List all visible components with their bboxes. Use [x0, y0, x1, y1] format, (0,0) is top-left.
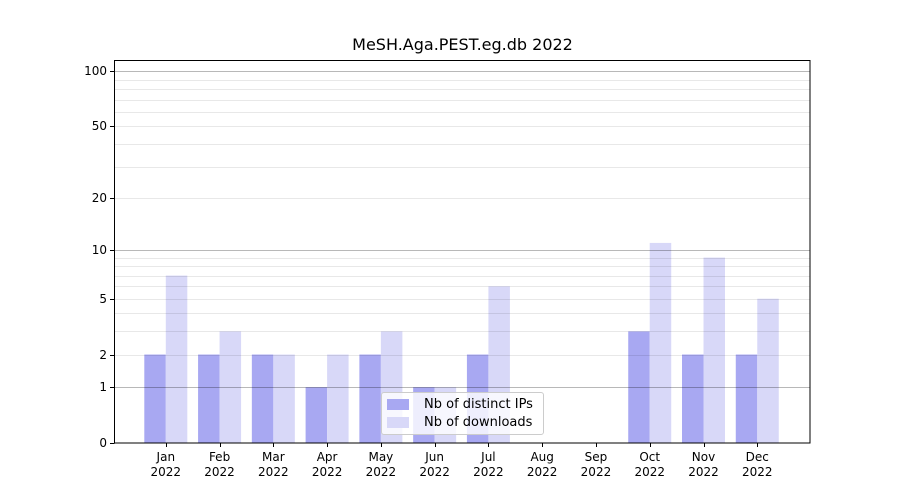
y-tick-label: 0 [99, 436, 107, 450]
x-tick-month: Dec [745, 450, 769, 464]
bar-downloads [327, 354, 349, 443]
x-tick-label: Aug 2022 [512, 450, 572, 480]
y-tick-label: 5 [99, 291, 107, 306]
x-tick-month: Oct [639, 450, 661, 464]
x-tick-year: 2022 [150, 465, 182, 479]
y-tick-label: 1 [99, 380, 107, 395]
bar-distinct-ips [198, 354, 220, 443]
x-tick-label: Dec 2022 [727, 450, 787, 480]
legend-item-downloads: Nb of downloads [387, 414, 537, 430]
x-tick-month: Aug [530, 450, 554, 464]
x-tick-month: Feb [208, 450, 231, 464]
plot-border [114, 60, 811, 444]
x-tick-label: Sep 2022 [566, 450, 626, 480]
bar-downloads [165, 275, 188, 443]
y-tick-label: 50 [91, 119, 107, 134]
x-tick-month: Nov [691, 450, 716, 464]
y-tick-label: 20 [91, 190, 107, 205]
x-tick-year: 2022 [311, 465, 343, 479]
bar-downloads [757, 298, 779, 443]
x-tick-month: Jan [156, 450, 176, 464]
x-tick-year: 2022 [473, 465, 504, 479]
bar-distinct-ips [144, 354, 166, 443]
bar-downloads [273, 354, 295, 443]
y-tick-label: 10 [91, 242, 107, 257]
x-tick-year: 2022 [741, 465, 773, 479]
x-tick-label: Nov 2022 [674, 450, 734, 480]
x-tick-month: Jun [425, 450, 445, 464]
bar-downloads [649, 242, 672, 443]
x-tick-year: 2022 [634, 465, 665, 479]
bar-distinct-ips [735, 354, 758, 443]
x-tick-year: 2022 [258, 465, 289, 479]
legend-swatch-distinct-ips [387, 399, 409, 411]
y-tick-label: 2 [99, 347, 107, 362]
x-tick-year: 2022 [365, 465, 397, 479]
bar-distinct-ips [305, 387, 328, 443]
legend: Nb of distinct IPs Nb of downloads [381, 392, 544, 435]
x-tick-year: 2022 [526, 465, 558, 479]
chart-title: MeSH.Aga.PEST.eg.db 2022 [352, 35, 573, 54]
x-tick-year: 2022 [204, 465, 235, 479]
x-tick-label: Jul 2022 [458, 450, 518, 480]
legend-swatch-downloads [387, 416, 409, 428]
x-tick-label: Apr 2022 [297, 450, 357, 480]
x-tick-month: Apr [316, 450, 338, 464]
bar-distinct-ips [359, 354, 381, 443]
legend-label-downloads: Nb of downloads [424, 414, 533, 430]
x-tick-label: Mar 2022 [243, 450, 303, 480]
x-tick-label: May 2022 [351, 450, 411, 480]
legend-item-distinct-ips: Nb of distinct IPs [387, 397, 537, 413]
y-tick-label: 100 [84, 64, 107, 79]
bar-downloads [219, 331, 242, 443]
x-tick-year: 2022 [580, 465, 612, 479]
x-tick-month: Sep [584, 450, 608, 464]
x-tick-year: 2022 [419, 465, 450, 479]
bar-distinct-ips [682, 354, 704, 443]
x-tick-label: Feb 2022 [190, 450, 250, 480]
x-tick-month: Mar [262, 450, 285, 464]
x-tick-month: May [368, 450, 394, 464]
x-tick-month: Jul [481, 450, 496, 464]
bar-downloads [703, 257, 725, 443]
legend-label-distinct-ips: Nb of distinct IPs [424, 397, 533, 413]
bar-distinct-ips [251, 354, 274, 443]
x-tick-label: Oct 2022 [620, 450, 680, 480]
x-tick-label: Jan 2022 [136, 450, 196, 480]
bar-distinct-ips [628, 331, 650, 443]
x-tick-year: 2022 [688, 465, 719, 479]
x-tick-label: Jun 2022 [405, 450, 465, 480]
